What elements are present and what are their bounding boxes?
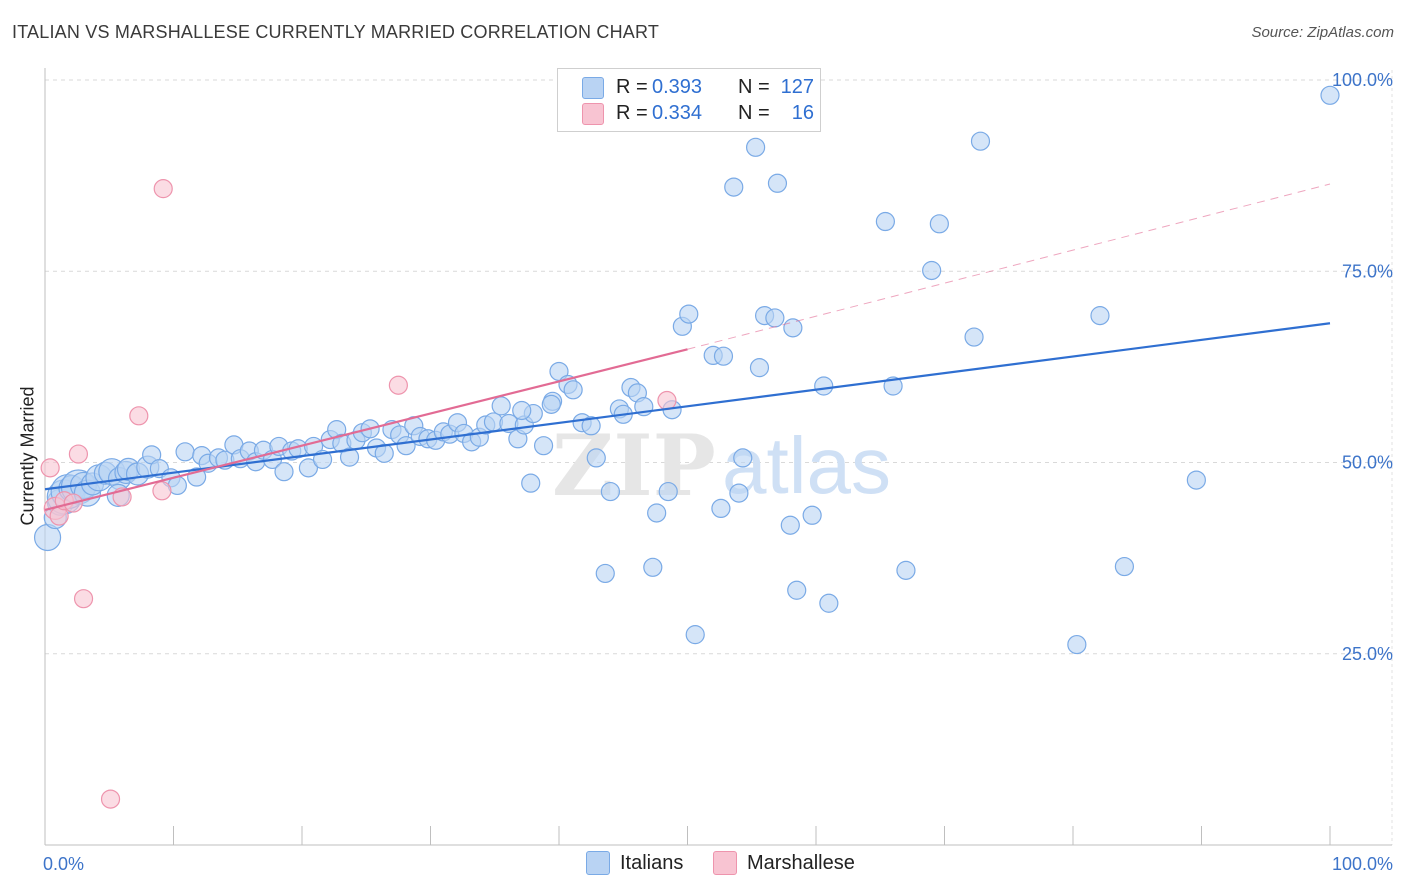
italians-point xyxy=(964,327,984,347)
italians-point xyxy=(711,498,731,518)
source-label: Source: ZipAtlas.com xyxy=(1251,24,1394,41)
italians-point xyxy=(970,131,991,151)
legend-n-value: 127 xyxy=(780,75,814,98)
italians-point xyxy=(1090,306,1110,326)
correlation-legend: R = 0.393 N = 127 R = 0.334 N = 16 xyxy=(557,68,821,132)
y-tick-label: 100.0% xyxy=(1332,70,1393,90)
italians-point xyxy=(765,308,785,328)
italians-point xyxy=(581,416,601,436)
italians-point xyxy=(724,177,744,197)
italians-label: Italians xyxy=(620,851,684,874)
italians-point xyxy=(374,443,394,463)
legend-swatch-italians xyxy=(582,77,604,99)
italians-point xyxy=(1320,85,1340,105)
italians-point xyxy=(685,625,705,645)
italians-point xyxy=(780,515,800,535)
trendlines xyxy=(44,183,1331,511)
marshallese-trend-extension xyxy=(687,183,1331,350)
legend-r-label: R = xyxy=(616,101,648,124)
watermark-atlas: atlas xyxy=(722,421,891,510)
italians-point xyxy=(1186,470,1206,490)
italians-point xyxy=(339,447,360,467)
legend-swatch-marshallese xyxy=(582,103,604,125)
italians-point xyxy=(896,560,916,580)
marshallese-trendline xyxy=(44,348,688,511)
tick-labels: 25.0% 50.0% 75.0% 100.0% 0.0% 100.0% xyxy=(43,70,1393,874)
marshallese-point xyxy=(388,375,408,395)
legend-n-value: 16 xyxy=(791,101,814,124)
y-tick-label: 25.0% xyxy=(1342,644,1393,664)
marshallese-label: Marshallese xyxy=(747,851,855,874)
italians-point xyxy=(819,593,839,613)
italians-point xyxy=(1067,634,1087,655)
italians-point xyxy=(600,481,621,502)
italians-point xyxy=(922,260,942,281)
marshallese-point xyxy=(152,481,172,501)
italians-point xyxy=(787,580,807,600)
italians-point xyxy=(679,304,699,324)
bottom-legend-italians: Italians xyxy=(586,851,683,875)
italians-point xyxy=(643,557,663,577)
italians-point xyxy=(563,380,583,400)
italians-point xyxy=(175,442,195,462)
marshallese-point xyxy=(129,406,149,426)
italians-point xyxy=(733,448,753,468)
legend-row-marshallese: R = 0.334 N = 16 xyxy=(616,100,814,126)
legend-r-value: 0.334 xyxy=(652,101,703,124)
italians-point xyxy=(875,211,895,232)
x-tick-label: 100.0% xyxy=(1332,854,1393,874)
italians-trendline xyxy=(44,322,1331,491)
italians-point xyxy=(767,173,788,193)
watermark-zip: ZIP xyxy=(552,416,716,515)
italians-point xyxy=(883,376,903,396)
legend-r-label: R = xyxy=(616,75,648,98)
italians-point xyxy=(713,346,734,366)
italians-point xyxy=(595,563,615,584)
italians-point xyxy=(541,394,561,414)
marshallese-swatch xyxy=(713,851,737,875)
axes xyxy=(44,68,1392,846)
legend-r-value: 0.393 xyxy=(652,75,703,98)
italians-point xyxy=(929,214,949,234)
italians-point xyxy=(729,483,749,503)
italians-point xyxy=(802,505,822,525)
italians-point xyxy=(783,318,803,338)
y-tick-label: 50.0% xyxy=(1342,453,1393,473)
y-tick-label: 75.0% xyxy=(1342,261,1393,281)
italians-point xyxy=(658,481,678,502)
legend-n-label: N = xyxy=(738,75,770,98)
marshallese-point xyxy=(73,589,94,609)
legend-row-italians: R = 0.393 N = 127 xyxy=(616,74,814,100)
italians-point xyxy=(647,503,667,523)
marshallese-point xyxy=(657,390,677,411)
italians-swatch xyxy=(586,851,610,875)
italians-point xyxy=(521,473,541,493)
italians-point xyxy=(512,400,532,421)
watermark: ZIP atlas xyxy=(552,416,891,515)
marshallese-point xyxy=(68,444,89,464)
marshallese-point xyxy=(100,789,121,809)
italians-point xyxy=(274,462,294,482)
x-tick-label: 0.0% xyxy=(43,854,84,874)
italians-point xyxy=(749,358,770,378)
italians-point xyxy=(746,137,766,157)
italians-point xyxy=(1114,556,1135,577)
italians-point xyxy=(533,436,554,456)
legend-n-label: N = xyxy=(738,101,770,124)
marshallese-point xyxy=(40,458,60,478)
italians-point xyxy=(491,396,511,416)
y-axis-label: Currently Married xyxy=(17,386,38,526)
italians-point xyxy=(298,458,319,478)
bottom-legend-marshallese: Marshallese xyxy=(713,851,855,875)
marshallese-point xyxy=(153,179,173,199)
italians-point xyxy=(586,448,606,468)
italians-point xyxy=(814,376,834,396)
chart-title: ITALIAN VS MARSHALLESE CURRENTLY MARRIED… xyxy=(12,22,660,42)
